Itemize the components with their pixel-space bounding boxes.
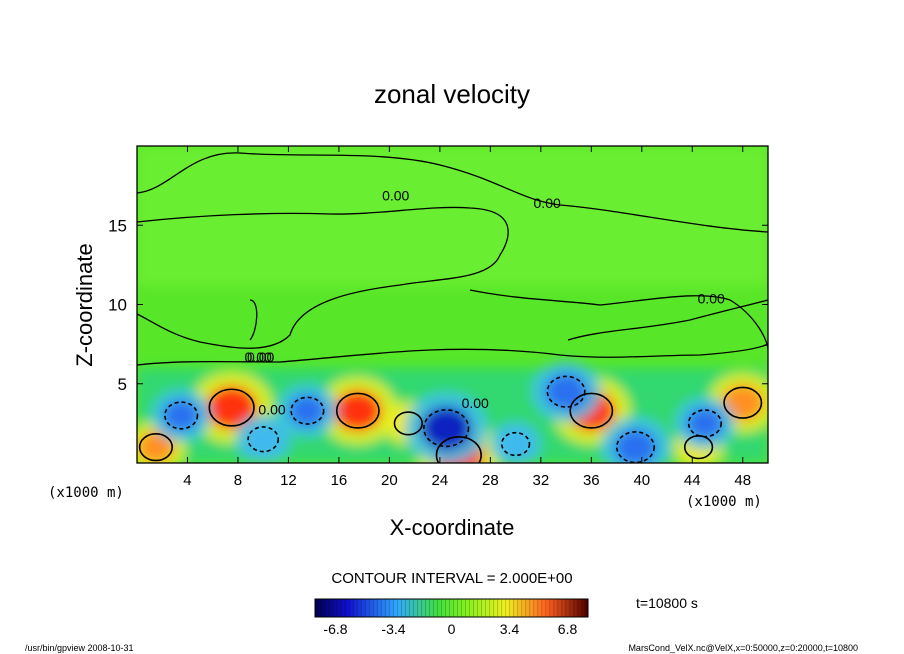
contour-label: 0.00 [382, 187, 409, 203]
field-core [334, 390, 382, 432]
contour-label: 0.00 [462, 395, 489, 411]
colorbar-ticks: -6.8 -3.4 0 3.4 6.8 [323, 621, 577, 637]
contour-line [249, 299, 258, 341]
time-label: t=10800 s [636, 595, 698, 611]
field-core [289, 395, 326, 427]
x-tick-label: 24 [432, 472, 449, 489]
contour-label: 0.00 [247, 349, 274, 365]
x-tick-label: 44 [684, 472, 701, 489]
negative-contour-ring [164, 401, 199, 430]
colorbar-stripes [316, 599, 587, 617]
field-core [500, 430, 531, 458]
contour-line [137, 343, 768, 366]
chart-title: zonal velocity [374, 79, 530, 109]
negative-contour-ring [423, 409, 470, 448]
contour-label-group: 0.000.000.000.000.000.000.00 [245, 187, 726, 417]
positive-contour-ring [569, 392, 614, 429]
contour-label: 0.00 [258, 401, 285, 417]
y-tick-label: 5 [118, 375, 127, 394]
x-tick-label: 16 [331, 472, 348, 489]
x-axis-label: X-coordinate [390, 515, 515, 540]
x-axis: 4 8 12 16 20 24 28 32 36 40 44 48 [183, 146, 751, 489]
colorbar-tick-label: 3.4 [500, 621, 520, 637]
x-axis-unit-left: (x1000 m) [48, 485, 124, 501]
field-core [420, 406, 472, 450]
x-tick-label: 40 [633, 472, 650, 489]
y-tick-label: 10 [108, 296, 127, 315]
x-axis-unit-right: (x1000 m) [686, 494, 762, 510]
y-axis: 5 10 15 [108, 216, 768, 394]
x-tick-label: 28 [482, 472, 499, 489]
field-core [545, 373, 588, 410]
contour-line [469, 289, 768, 351]
x-tick-label: 12 [280, 472, 297, 489]
negative-contour-ring [247, 426, 280, 453]
field-core [162, 399, 200, 432]
colorbar-gradient [314, 598, 589, 618]
negative-contour-ring [546, 375, 586, 408]
x-tick-label: 48 [734, 472, 751, 489]
negative-contour-ring [500, 431, 531, 457]
negative-contour-ring [687, 409, 722, 438]
x-tick-label: 20 [381, 472, 398, 489]
x-tick-label: 4 [183, 472, 191, 489]
field-core [614, 429, 657, 463]
positive-contour-ring [208, 388, 255, 427]
field-core [206, 385, 257, 430]
colorbar-tick-label: 6.8 [558, 621, 578, 637]
positive-contour-ring [335, 392, 380, 429]
x-tick-label: 8 [234, 472, 242, 489]
x-tick-label: 32 [532, 472, 549, 489]
contour-line [137, 152, 768, 233]
negative-contour-ring [290, 396, 325, 425]
colorbar-tick-label: -6.8 [323, 621, 347, 637]
footer-left: /usr/bin/gpview 2008-10-31 [25, 643, 134, 653]
field-core [246, 424, 280, 454]
plot-area: 0.000.000.000.000.000.000.00 [136, 145, 769, 464]
field-core [721, 384, 764, 421]
positive-contour-ring [393, 411, 423, 436]
positive-contour-ring [723, 386, 763, 419]
y-tick-label: 15 [108, 216, 127, 235]
contour-line [137, 206, 509, 349]
contour-label: 0.00 [245, 349, 272, 365]
colorbar: -6.8 -3.4 0 3.4 6.8 [314, 598, 589, 637]
colorbar-tick-label: 0 [448, 621, 456, 637]
contour-label: 0.00 [698, 290, 725, 306]
velocity-field [137, 146, 768, 463]
contour-label: 0.00 [534, 195, 561, 211]
positive-contour-ring [138, 433, 174, 462]
field-core [686, 407, 724, 439]
colorbar-tick-label: -3.4 [381, 621, 405, 637]
contour-interval: CONTOUR INTERVAL = 2.000E+00 [331, 570, 572, 587]
contour-line [567, 299, 768, 341]
positive-contour-ring [435, 436, 482, 463]
negative-contour-ring [615, 431, 655, 463]
contour-lines [137, 152, 768, 366]
footer-right: MarsCond_VelX.nc@VelX,x=0:50000,z=0:2000… [628, 643, 858, 653]
x-tick-label: 36 [583, 472, 600, 489]
field-core [137, 431, 175, 463]
field-upper-band [137, 146, 768, 286]
y-axis-label: Z-coordinate [72, 243, 97, 367]
